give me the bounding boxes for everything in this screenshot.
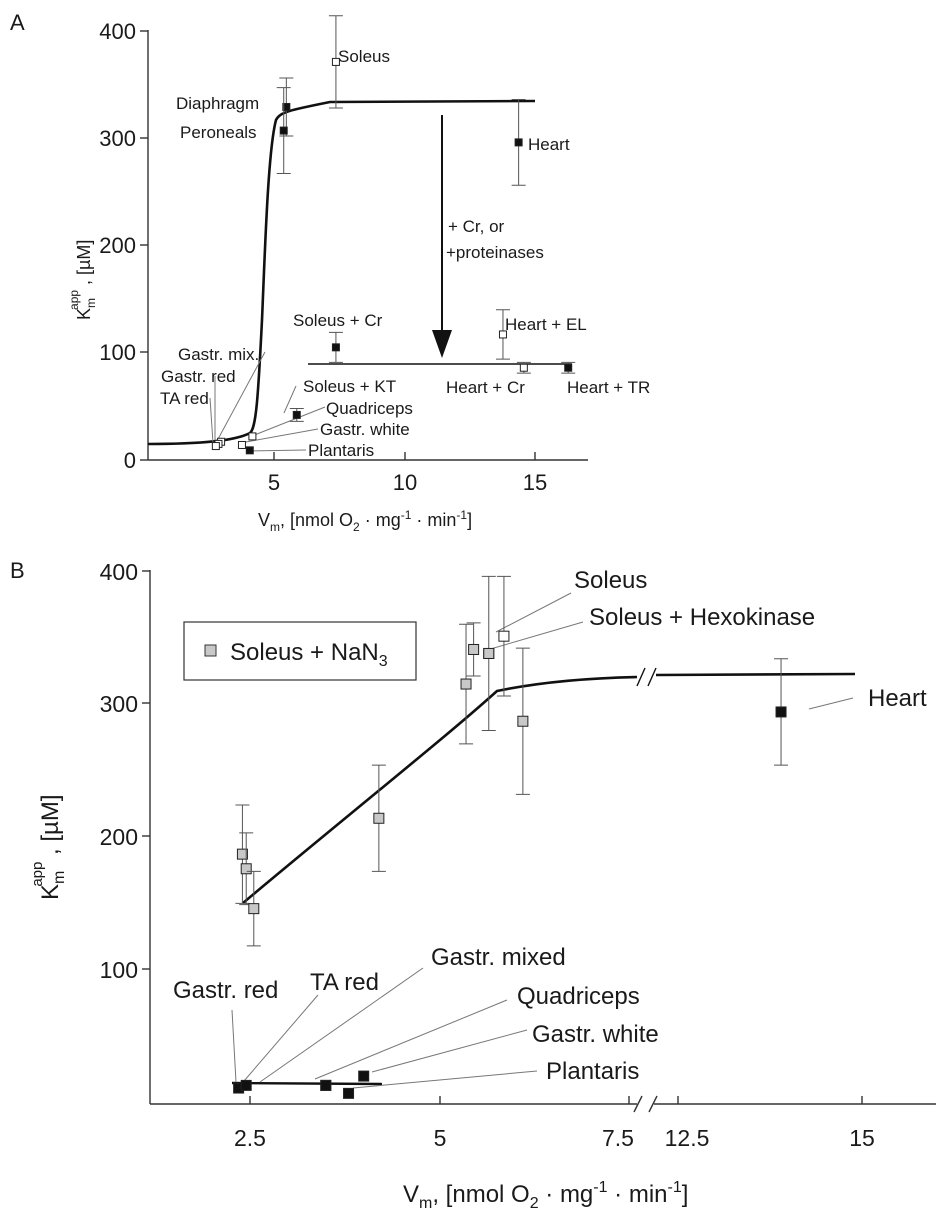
- panel-b-point-quadriceps-marker: [358, 1070, 370, 1082]
- panel-a-x-ticks: 5 10 15: [268, 452, 547, 495]
- panel-b-curve-break: [636, 667, 657, 687]
- panel-b-ytick-label: 100: [100, 957, 138, 983]
- panel-b-leader-lines: [231, 592, 854, 1089]
- panel-a-fit-curve: [147, 99, 536, 446]
- panel-a-ytick-label: 400: [99, 19, 136, 44]
- panel-b-legend-label: Soleus + NaN3: [230, 639, 388, 670]
- panel-a-label-heart-cr: Heart + Cr: [446, 378, 525, 397]
- panel-a-ytick-label: 100: [99, 340, 136, 365]
- panel-b-label-gastr-mixed: Gastr. mixed: [431, 944, 566, 971]
- panel-a-label-quadriceps: Quadriceps: [326, 399, 413, 418]
- panel-b-label-heart: Heart: [868, 685, 927, 712]
- panel-a-point-quadriceps-marker: [248, 432, 257, 441]
- panel-a-point-labels: Soleus Diaphragm Peroneals Heart Soleus …: [160, 47, 650, 460]
- panel-a-xtick-label: 5: [268, 470, 280, 495]
- panel-a-point-heart-marker: [514, 138, 523, 147]
- panel-b-point-soleus-marker: [498, 630, 510, 642]
- panel-b-ytick-label: 400: [100, 559, 138, 585]
- panel-a-point-heart-tr-marker: [564, 363, 573, 372]
- panel-b-label-gastr-red: Gastr. red: [173, 977, 278, 1004]
- panel-b-y-axis-label: Kmapp , [µM]: [29, 794, 68, 900]
- panel-b-xtick-label: 7.5: [602, 1125, 634, 1151]
- panel-a-ytick-label: 0: [124, 448, 136, 473]
- panel-b-xtick-label: 2.5: [234, 1125, 266, 1151]
- panel-b-axis-break: [633, 1095, 658, 1113]
- panel-a-label-gastr-red: Gastr. red: [161, 367, 236, 386]
- panel-b-ytick-label: 300: [100, 691, 138, 717]
- panel-a-ytick-label: 300: [99, 126, 136, 151]
- panel-a-point-soleus-kt-marker: [292, 410, 301, 419]
- panel-b-label-soleus: Soleus: [574, 567, 647, 594]
- panel-a-arrow-head: [432, 330, 452, 358]
- panel-a-label-heart: Heart: [528, 135, 570, 154]
- panel-a-label-ta-red: TA red: [160, 389, 209, 408]
- panel-a-label-diaphragm: Diaphragm: [176, 94, 259, 113]
- panel-a-letter: A: [10, 10, 25, 35]
- panel-b-x-axis-label: Vm, [nmol O2 · mg-1 · min-1]: [403, 1179, 688, 1212]
- panel-a-point-soleus-marker: [331, 57, 340, 66]
- panel-b-point-plantaris-marker: [343, 1087, 355, 1099]
- panel-b-point-gastr-white-marker: [320, 1079, 332, 1091]
- panel-a-label-plantaris: Plantaris: [308, 441, 374, 460]
- panel-b-point-ta-red-marker: [240, 1079, 252, 1091]
- panel-b-label-gastr-white: Gastr. white: [532, 1021, 659, 1048]
- panel-b-point-soleus-nan3-5-marker: [460, 678, 472, 690]
- panel-a-y-axis-label: Kmapp , [µM]: [67, 240, 98, 320]
- panel-a-label-heart-el: Heart + EL: [505, 315, 587, 334]
- panel-a-label-heart-tr: Heart + TR: [567, 378, 650, 397]
- panel-a-xtick-label: 15: [523, 470, 547, 495]
- panel-a-ytick-label: 200: [99, 233, 136, 258]
- panel-b-xtick-label: 5: [434, 1125, 447, 1151]
- panel-a-label-soleus-kt: Soleus + KT: [303, 377, 396, 396]
- panel-a-arrow-label-2: +proteinases: [446, 243, 544, 262]
- panel-b-point-soleus-nan3-8-marker: [517, 715, 529, 727]
- panel-a-y-ticks: 400 300 200 100 0: [99, 19, 148, 473]
- panel-b-point-heart-marker: [775, 706, 787, 718]
- panel-a-label-soleus: Soleus: [338, 47, 390, 66]
- panel-b-point-soleus-nan3-1-marker: [236, 848, 248, 860]
- panel-a-point-heart-el-marker: [498, 330, 507, 339]
- panel-b-label-plantaris: Plantaris: [546, 1058, 639, 1085]
- panel-a-arrow-label-1: + Cr, or: [448, 217, 505, 236]
- panel-a-label-peroneals: Peroneals: [180, 123, 257, 142]
- panel-b-x-ticks: 2.5 5 7.5 12.5 15: [234, 1096, 875, 1151]
- panel-a-label-soleus-cr: Soleus + Cr: [293, 311, 383, 330]
- panel-b-label-ta-red: TA red: [310, 969, 379, 996]
- panel-a-point-peroneals-marker: [279, 126, 288, 135]
- legend-marker-icon: [204, 644, 217, 657]
- panel-a-xtick-label: 10: [393, 470, 417, 495]
- panel-b-lower-fit-line: [231, 1081, 383, 1086]
- panel-b-xtick-label: 12.5: [665, 1125, 710, 1151]
- panel-b-points: [233, 575, 789, 1099]
- panel-a-point-heart-cr-marker: [519, 363, 528, 372]
- panel-b-legend: [183, 621, 417, 681]
- panel-b-ytick-label: 200: [100, 824, 138, 850]
- panel-a-leader-lines: [209, 351, 326, 452]
- panel-a-label-gastr-white: Gastr. white: [320, 420, 410, 439]
- panel-a-point-soleus-cr-marker: [331, 343, 340, 352]
- panel-a-x-axis-label: Vm, [nmol O2 · mg-1 · min-1]: [258, 508, 472, 534]
- panel-b: B 400 300 200 100: [10, 558, 936, 1212]
- panel-a-point-diaphragm-marker: [282, 102, 291, 111]
- panel-b-point-labels: Soleus Soleus + Hexokinase Heart Gastr. …: [173, 567, 927, 1085]
- panel-b-letter: B: [10, 558, 25, 583]
- panel-b-y-ticks: 400 300 200 100: [100, 559, 150, 983]
- panel-b-point-soleus-nan3-4-marker: [373, 812, 385, 824]
- panel-b-point-soleus-nan3-2-marker: [240, 863, 252, 875]
- panel-b-point-soleus-hexokinase-marker: [483, 647, 495, 659]
- panel-a-point-ta-red-marker: [211, 442, 220, 451]
- panel-b-point-soleus-nan3-3-marker: [248, 903, 260, 915]
- panel-a-label-gastr-mix: Gastr. mix.: [178, 345, 259, 364]
- panel-b-label-quadriceps: Quadriceps: [517, 983, 640, 1010]
- panel-b-label-soleus-hexokinase: Soleus + Hexokinase: [589, 604, 815, 631]
- panel-b-point-soleus-nan3-6-marker: [468, 643, 480, 655]
- panel-a-points: [211, 15, 576, 455]
- panel-a: A 400 300 200 100 0 5 10 15 Vm, [nmol: [10, 10, 650, 534]
- panel-b-fit-curve: [242, 672, 856, 904]
- panel-a-point-plantaris-marker: [245, 446, 254, 455]
- panel-a-point-gastr-white-marker: [237, 440, 246, 449]
- panel-b-xtick-label: 15: [849, 1125, 875, 1151]
